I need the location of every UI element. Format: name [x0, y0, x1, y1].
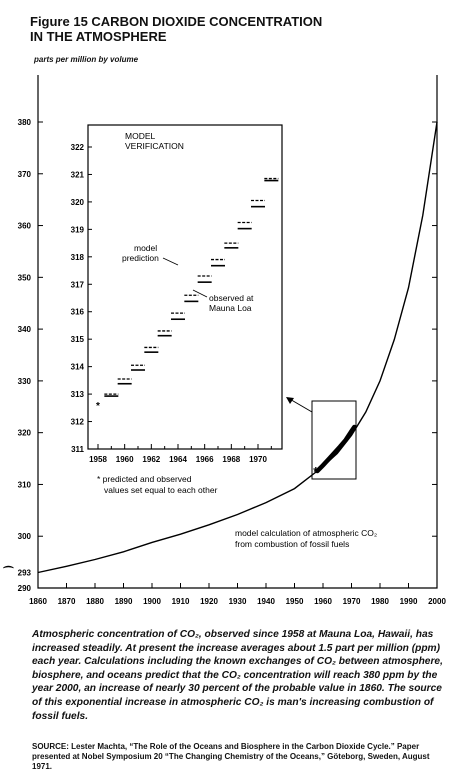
x-tick-label: 1950 — [286, 597, 304, 606]
inset-x-tick-label: 1960 — [116, 455, 134, 464]
figure-title-line2: IN THE ATMOSPHERE — [30, 29, 167, 44]
x-tick-label: 2000 — [428, 597, 446, 606]
x-tick-label: 1960 — [314, 597, 332, 606]
figure-caption: Atmospheric concentration of CO₂, observ… — [32, 629, 443, 722]
inset-x-tick-label: 1958 — [89, 455, 107, 464]
x-tick-label: 1930 — [229, 597, 247, 606]
x-tick-label: 1910 — [172, 597, 190, 606]
inset-footnote-line1: * predicted and observed — [97, 474, 192, 484]
inset-y-tick-label: 312 — [71, 418, 85, 427]
y-tick-label: 350 — [18, 273, 32, 282]
y-tick-label: 300 — [18, 532, 32, 541]
x-tick-label: 1970 — [343, 597, 361, 606]
inset-y-tick-label: 317 — [71, 280, 85, 289]
figure-source: SOURCE: Lester Machta, “The Role of the … — [32, 742, 450, 772]
inset-y-tick-label: 318 — [71, 253, 85, 262]
inset-y-tick-label: 319 — [71, 225, 85, 234]
x-tick-label: 1870 — [58, 597, 76, 606]
x-tick-label: 1890 — [115, 597, 133, 606]
y-tick-label: 370 — [18, 170, 32, 179]
model-curve-annotation-line1: model calculation of atmospheric CO₂ — [235, 528, 377, 538]
inset-y-tick-label: 315 — [71, 335, 85, 344]
x-tick-label: 1940 — [257, 597, 275, 606]
inset-x-tick-label: 1962 — [142, 455, 160, 464]
y-tick-label: 340 — [18, 325, 32, 334]
inset-x-tick-label: 1970 — [249, 455, 267, 464]
inset-observed-label-line2: Mauna Loa — [209, 303, 252, 313]
inset-model-prediction-label-line2: prediction — [122, 253, 159, 263]
inset-model-prediction-label-line1: model — [134, 243, 157, 253]
inset-observed-leader — [192, 289, 208, 298]
x-tick-label: 1920 — [200, 597, 218, 606]
inset-x-tick-label: 1966 — [196, 455, 214, 464]
inset-x-tick-label: 1968 — [222, 455, 240, 464]
figure-title-line1: Figure 15 CARBON DIOXIDE CONCENTRATION — [30, 14, 323, 29]
co2-chart: 290 300 310 320 330 340 350 360 370 380 293 ⁀ 1860 18… — [3, 75, 446, 606]
inset-start-marker: * — [96, 401, 100, 412]
y-axis-units-label: parts per million by volume — [34, 55, 139, 64]
inset-y-tick-label: 322 — [71, 143, 85, 152]
y-tick-label: 360 — [18, 222, 32, 231]
x-tick-label: 1900 — [143, 597, 161, 606]
observed-mauna-loa-segment — [315, 424, 357, 474]
y-tick-label: 330 — [18, 377, 32, 386]
axis-break-mark: ⁀ — [3, 565, 14, 579]
source-text: Lester Machta, “The Role of the Oceans a… — [32, 742, 430, 771]
zoom-highlight-box — [311, 400, 357, 480]
inset-y-tick-label: 321 — [71, 170, 85, 179]
inset-y-tick-label: 320 — [71, 198, 85, 207]
y-tick-label: 320 — [18, 429, 32, 438]
x-tick-label: 1860 — [29, 597, 47, 606]
observed-start-marker: * — [313, 464, 319, 479]
inset-frame — [87, 124, 283, 450]
figure-title: Figure 15 CARBON DIOXIDE CONCENTRATION I… — [30, 14, 450, 44]
inset-title-line2: VERIFICATION — [125, 141, 184, 151]
inset-x-tick-label: 1964 — [169, 455, 187, 464]
source-label: SOURCE: — [32, 742, 69, 751]
zoom-pointer-arrowhead — [286, 397, 294, 404]
y-tick-label: 380 — [18, 118, 32, 127]
model-calculation-curve — [37, 121, 438, 574]
inset-model-prediction-leader — [162, 257, 179, 266]
inset-y-tick-label: 314 — [71, 363, 85, 372]
inset-y-tick-label: 311 — [71, 445, 84, 454]
y-tick-label: 293 — [18, 568, 32, 577]
y-tick-label: 310 — [18, 480, 32, 489]
y-tick-label: 290 — [18, 584, 32, 593]
x-tick-label: 1880 — [86, 597, 104, 606]
inset-y-tick-label: 316 — [71, 308, 85, 317]
inset-footnote-line2: values set equal to each other — [104, 485, 218, 495]
inset-title-line1: MODEL — [125, 131, 156, 141]
x-tick-label: 1990 — [400, 597, 418, 606]
x-tick-label: 1980 — [371, 597, 389, 606]
inset-observed-label-line1: observed at — [209, 293, 254, 303]
model-curve-annotation-line2: from combustion of fossil fuels — [235, 539, 349, 549]
inset-y-tick-label: 313 — [71, 390, 85, 399]
